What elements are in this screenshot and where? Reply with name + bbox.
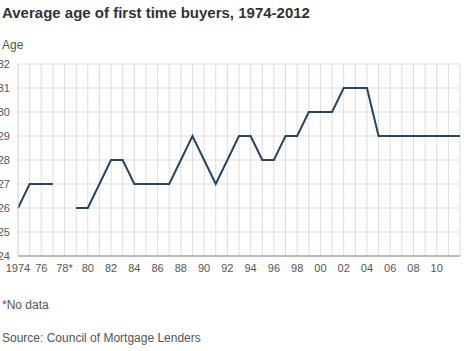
svg-text:30: 30 bbox=[8, 106, 10, 118]
svg-text:06: 06 bbox=[384, 262, 396, 274]
svg-text:08: 08 bbox=[407, 262, 419, 274]
svg-text:32: 32 bbox=[8, 58, 10, 70]
svg-text:94: 94 bbox=[245, 262, 257, 274]
svg-text:98: 98 bbox=[291, 262, 303, 274]
html-text:*No data: *No data bbox=[2, 298, 49, 312]
svg-text:27: 27 bbox=[8, 178, 10, 190]
html-text:Age: Age bbox=[2, 38, 24, 52]
svg-text:84: 84 bbox=[128, 262, 140, 274]
svg-text:82: 82 bbox=[105, 262, 117, 274]
svg-text:76: 76 bbox=[35, 262, 47, 274]
svg-text:90: 90 bbox=[198, 262, 210, 274]
svg-text:04: 04 bbox=[361, 262, 373, 274]
html-text:Average age of first time buye: Average age of first time buyers, 1974-2… bbox=[2, 4, 310, 21]
svg-text:25: 25 bbox=[8, 226, 10, 238]
svg-text:86: 86 bbox=[151, 262, 163, 274]
html-text:Source: Council of Mortgage Le: Source: Council of Mortgage Lenders bbox=[2, 331, 201, 345]
svg-text:28: 28 bbox=[8, 154, 10, 166]
svg-text:00: 00 bbox=[314, 262, 326, 274]
svg-text:26: 26 bbox=[8, 202, 10, 214]
svg-text:31: 31 bbox=[8, 82, 10, 94]
svg-text:10: 10 bbox=[431, 262, 443, 274]
svg-text:29: 29 bbox=[8, 130, 10, 142]
svg-text:96: 96 bbox=[268, 262, 280, 274]
svg-text:78*: 78* bbox=[56, 262, 73, 274]
svg-text:92: 92 bbox=[221, 262, 233, 274]
svg-text:88: 88 bbox=[175, 262, 187, 274]
svg-text:02: 02 bbox=[338, 262, 350, 274]
svg-text:24: 24 bbox=[8, 250, 10, 262]
svg-text:80: 80 bbox=[82, 262, 94, 274]
svg-text:1974: 1974 bbox=[8, 262, 30, 274]
